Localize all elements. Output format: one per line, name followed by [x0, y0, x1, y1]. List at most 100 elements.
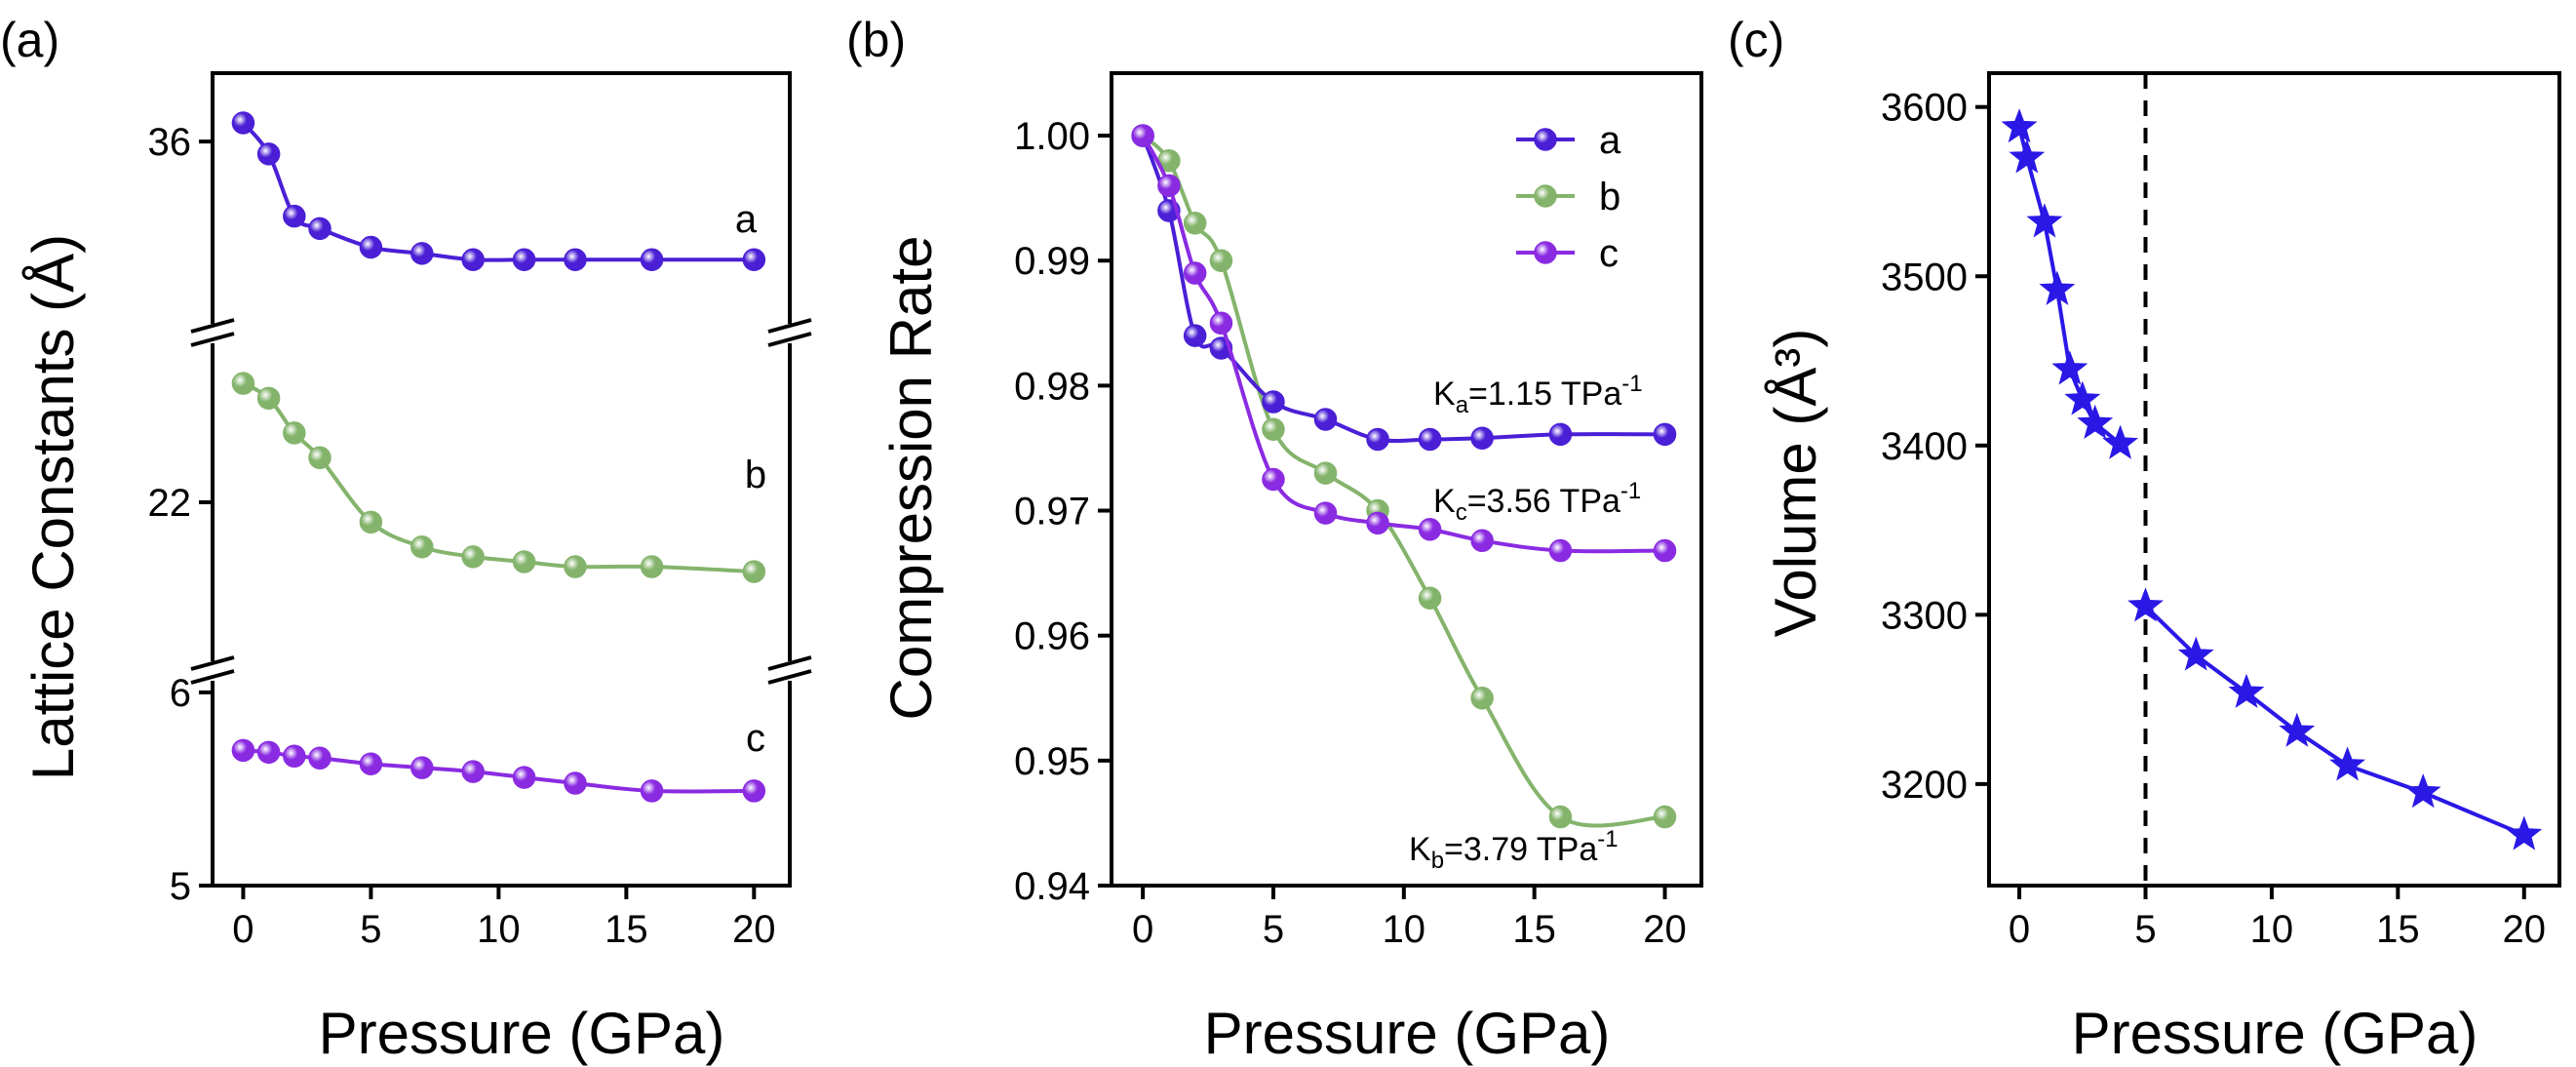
series-c-point	[1157, 174, 1181, 198]
y-tick-label: 0.97	[1014, 491, 1090, 534]
volume-star-point	[2228, 673, 2265, 708]
series-c-point	[283, 744, 306, 769]
series-b-point	[1653, 805, 1677, 829]
x-tick-label: 20	[1643, 908, 1687, 951]
panel-c-label: (c)	[1728, 13, 1784, 67]
series-a-point	[256, 142, 281, 166]
volume-star-point	[2127, 587, 2164, 622]
panel-b-label: (b)	[846, 13, 906, 67]
panel-a-label: (a)	[0, 13, 59, 67]
series-b-point	[1470, 687, 1494, 710]
volume-star-point	[2051, 350, 2088, 385]
series-c-point	[742, 779, 766, 803]
panel-b-annotation-kc: Kc=3.56 TPa-1	[1433, 478, 1641, 526]
series-a-point	[1366, 427, 1389, 452]
series-a-point	[1313, 408, 1338, 431]
series-a-point	[640, 248, 664, 271]
series-a-point	[1548, 422, 1573, 447]
panel-b-y-axis-label: Compression Rate	[878, 236, 944, 721]
panel-b-legend: abc	[1516, 119, 1621, 275]
x-tick-label: 5	[1263, 908, 1284, 951]
series-c-point	[1262, 467, 1285, 492]
panel-b-axes: 0.94 0.95 0.96 0.97 0.98 0.99 1.00 0 5 10 15 20	[1014, 71, 1703, 951]
axis-break-mark	[767, 655, 812, 671]
y-tick-label: 36	[148, 121, 192, 164]
series-a-point	[564, 248, 587, 271]
series-b-point	[410, 534, 434, 559]
panel-a-x-axis-label: Pressure (GPa)	[319, 1001, 725, 1066]
y-tick-label: 1.00	[1014, 115, 1090, 158]
series-c-point	[1131, 124, 1154, 147]
panel-a-y-axis-label: Lattice Constants (Å)	[20, 234, 86, 780]
panel-b-annotation-ka: Ka=1.15 TPa-1	[1433, 371, 1643, 418]
volume-star-point	[2009, 138, 2046, 174]
panel-b-x-axis-label: Pressure (GPa)	[1204, 1001, 1611, 1066]
volume-star-point	[2064, 380, 2101, 415]
series-c-point	[1548, 538, 1573, 563]
panel-c-x-axis-label: Pressure (GPa)	[2072, 1001, 2478, 1066]
axis-break-mark	[767, 332, 812, 347]
y-tick-label: 0.94	[1014, 865, 1090, 908]
series-b-point	[359, 510, 383, 534]
volume-star-point	[2506, 815, 2543, 850]
axis-break-mark	[190, 655, 235, 671]
series-c-point	[359, 752, 383, 775]
x-tick-label: 5	[2134, 908, 2156, 951]
axis-break-mark	[190, 318, 235, 334]
panel-c-y-axis-label: Volume (Å³)	[1763, 329, 1828, 638]
series-a-point	[283, 204, 306, 228]
panel-a-data	[231, 111, 766, 803]
series-b-point	[1313, 461, 1338, 485]
x-tick-label: 10	[1383, 908, 1426, 951]
legend-label-c: c	[1599, 232, 1619, 275]
series-c-point	[640, 779, 664, 803]
panel-a-series-c-label: c	[746, 717, 765, 760]
volume-star-point	[2102, 424, 2139, 459]
legend-marker-a	[1534, 128, 1557, 151]
series-a-point	[1470, 426, 1494, 450]
volume-star-point	[2177, 636, 2214, 671]
panel-a-series-b-label: b	[745, 454, 766, 496]
y-tick-label: 0.95	[1014, 740, 1090, 783]
series-a-point	[1183, 324, 1207, 347]
legend-marker-c	[1534, 241, 1557, 264]
axis-break-mark	[767, 318, 812, 334]
y-tick-label: 3300	[1881, 594, 1968, 637]
series-b-point	[1209, 249, 1233, 272]
x-tick-label: 5	[360, 908, 381, 951]
x-tick-label: 20	[2503, 908, 2547, 951]
series-b-point	[1418, 586, 1442, 610]
panel-c: (c) Volume (Å³) Pressure (GPa) 320033003…	[1728, 13, 2561, 1066]
volume-star-point	[2001, 108, 2038, 143]
plot-frame	[1110, 71, 1703, 888]
series-a-point	[742, 248, 766, 271]
series-c-point	[1418, 518, 1442, 541]
series-b-point	[283, 421, 306, 445]
volume-star-point	[2026, 203, 2063, 238]
series-a-point	[231, 111, 255, 135]
series-b-point	[1548, 805, 1573, 829]
series-a-point	[308, 217, 332, 241]
series-a-point	[1262, 390, 1285, 414]
series-a-point	[410, 242, 434, 265]
x-tick-label: 15	[2376, 908, 2420, 951]
panel-a-series-a-label: a	[735, 198, 758, 241]
y-tick-label: 6	[170, 672, 191, 715]
series-b-point	[564, 555, 587, 578]
panel-c-data	[2001, 108, 2543, 850]
panel-c-axes: 3200 3300 3400 3500 3600 0 5 10 15 20	[1881, 71, 2561, 951]
volume-star-point	[2404, 773, 2441, 809]
y-tick-label: 3200	[1881, 764, 1968, 807]
y-tick-label: 5	[170, 865, 191, 908]
plot-frame	[211, 71, 792, 888]
series-c-point	[256, 740, 281, 765]
axis-break-mark	[190, 669, 235, 685]
volume-star-point	[2039, 270, 2076, 305]
legend-label-b: b	[1599, 176, 1620, 218]
plot-frame	[1987, 71, 2561, 888]
y-tick-label: 0.98	[1014, 365, 1090, 408]
series-b-point	[742, 560, 766, 583]
x-tick-label: 10	[477, 908, 521, 951]
series-a-point	[1418, 427, 1442, 452]
x-tick-label: 0	[1132, 908, 1153, 951]
